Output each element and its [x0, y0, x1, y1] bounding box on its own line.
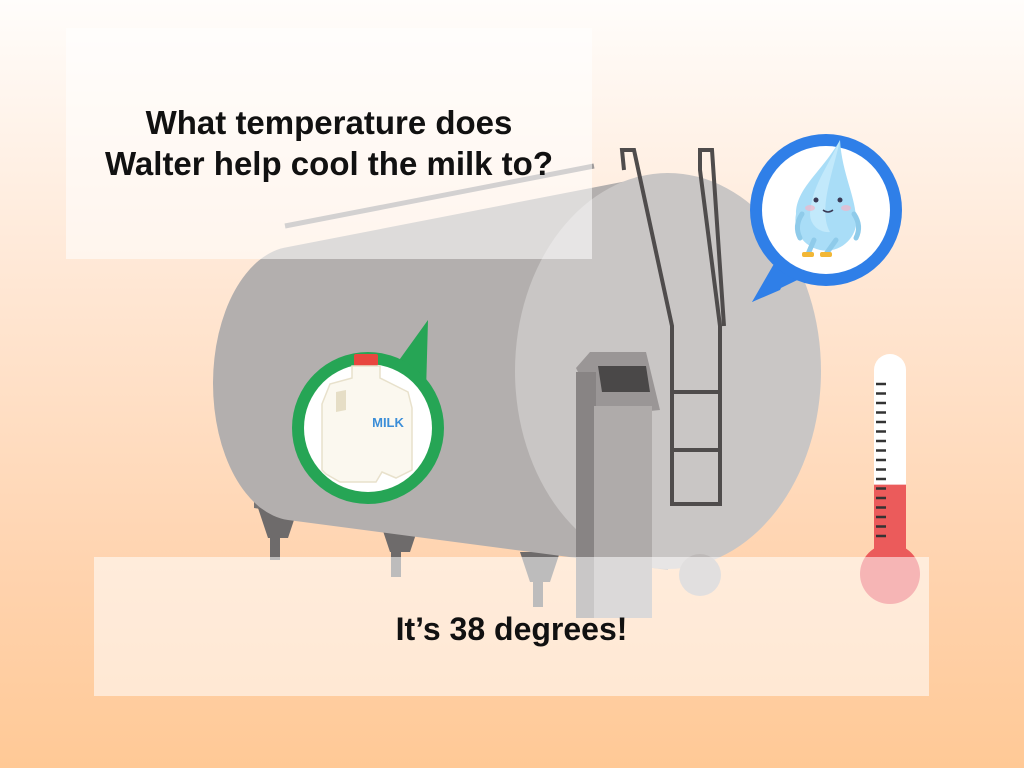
milk-label: MILK — [372, 415, 404, 430]
question-text: What temperature does Walter help cool t… — [66, 102, 592, 184]
water-drop-character-icon — [794, 140, 862, 257]
question-line-2: Walter help cool the milk to? — [105, 145, 553, 182]
answer-text: It’s 38 degrees! — [395, 611, 628, 647]
thermometer-ticks — [876, 382, 886, 538]
milk-jug-icon — [321, 354, 413, 483]
answer-panel — [94, 557, 929, 696]
question-panel — [66, 28, 592, 259]
tank-ladder — [619, 148, 726, 506]
question-line-1: What temperature does — [145, 104, 513, 141]
